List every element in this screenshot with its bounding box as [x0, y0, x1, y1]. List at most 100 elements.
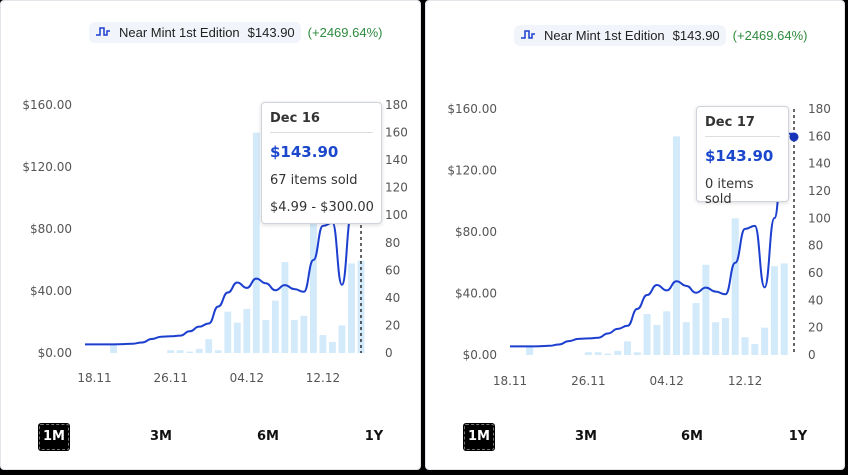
volume-bar	[643, 314, 651, 355]
range-button-1y[interactable]: 1Y	[364, 429, 384, 444]
volume-bar	[195, 348, 203, 353]
y-left-tick-label: $0.00	[38, 346, 72, 360]
volume-bar	[290, 319, 298, 353]
volume-bar	[741, 337, 749, 355]
y-left-tick-label: $40.00	[30, 284, 72, 298]
y-left-tick-label: $80.00	[455, 225, 497, 239]
tooltip-price-range: $4.99 - $300.00	[270, 200, 374, 215]
volume-bar	[584, 352, 592, 355]
volume-bar	[281, 262, 289, 353]
chart-tooltip: Dec 17 $143.90 0 items sold	[696, 106, 789, 207]
legend-change: (+2469.64%)	[732, 27, 808, 43]
volume-bar	[233, 322, 241, 353]
range-button-1m[interactable]: 1M	[38, 423, 70, 451]
x-tick-label: 04.12	[650, 374, 684, 388]
legend-pill[interactable]: Near Mint 1st Edition $143.90	[514, 24, 726, 46]
volume-bar	[721, 318, 729, 355]
volume-bar	[712, 322, 720, 355]
x-tick-label: 26.11	[153, 371, 187, 385]
volume-bar	[780, 263, 788, 355]
y-right-tick-label: 60	[385, 263, 400, 277]
chart-tooltip: Dec 16 $143.90 67 items sold $4.99 - $30…	[261, 102, 382, 224]
volume-bar	[672, 136, 681, 355]
y-right-tick-label: 180	[385, 98, 408, 112]
chart-panel-right: Near Mint 1st Edition $143.90 (+2469.64%…	[425, 0, 845, 470]
y-right-tick-label: 140	[808, 157, 831, 171]
y-right-tick-label: 60	[808, 266, 823, 280]
y-right-tick-label: 20	[385, 318, 400, 332]
legend-label: Near Mint 1st Edition	[119, 24, 240, 40]
x-tick-label: 12.12	[306, 371, 340, 385]
volume-bar	[526, 345, 534, 355]
y-left-tick-label: $160.00	[447, 102, 497, 116]
volume-bar	[702, 264, 710, 355]
volume-bar	[663, 311, 671, 355]
volume-bar	[653, 324, 661, 355]
x-tick-label: 18.11	[77, 371, 111, 385]
volume-bar	[770, 266, 778, 355]
y-right-tick-label: 160	[385, 126, 408, 140]
range-button-1m[interactable]: 1M	[463, 423, 495, 451]
series-legend[interactable]: Near Mint 1st Edition $143.90 (+2469.64%…	[89, 20, 382, 44]
y-right-tick-label: 100	[385, 208, 408, 222]
tooltip-items-sold: 0 items sold	[705, 177, 754, 207]
volume-bar	[329, 341, 336, 353]
range-button-1y[interactable]: 1Y	[788, 429, 808, 444]
price-volume-chart[interactable]: $0.00 $40.00 $80.00 $120.00 $160.00 0 20 40 60 80…	[1, 1, 421, 421]
volume-bar	[214, 350, 222, 353]
range-button-3m[interactable]: 3M	[150, 429, 172, 444]
time-range-selector: 1M 3M 6M 1Y	[1, 421, 420, 453]
legend-label: Near Mint 1st Edition	[544, 27, 665, 43]
volume-bar	[682, 322, 690, 355]
volume-bar	[205, 339, 213, 353]
y-right-tick-label: 0	[808, 348, 816, 362]
y-right-tick-label: 40	[808, 293, 823, 307]
volume-bar	[300, 315, 308, 353]
y-left-tick-label: $40.00	[455, 287, 497, 301]
volume-bar	[761, 327, 769, 355]
y-right-tick-label: 80	[808, 239, 823, 253]
legend-change: (+2469.64%)	[307, 24, 383, 40]
y-right-tick-label: 100	[808, 211, 831, 225]
y-right-tick-label: 80	[385, 236, 400, 250]
step-line-icon	[521, 30, 535, 39]
volume-bar	[176, 350, 184, 353]
volume-bar	[110, 343, 117, 353]
chart-panel-left: Near Mint 1st Edition $143.90 (+2469.64%…	[0, 0, 421, 470]
range-button-3m[interactable]: 3M	[575, 429, 597, 444]
volume-bar	[731, 218, 739, 355]
tooltip-items-sold: 67 items sold	[270, 173, 358, 188]
step-line-icon	[96, 27, 110, 36]
y-right-tick-label: 40	[385, 291, 400, 305]
volume-bar	[252, 132, 260, 353]
x-tick-label: 18.11	[493, 374, 527, 388]
range-button-6m[interactable]: 6M	[257, 429, 279, 444]
legend-pill[interactable]: Near Mint 1st Edition $143.90	[89, 21, 301, 43]
legend-price: $143.90	[247, 24, 295, 40]
range-button-6m[interactable]: 6M	[681, 429, 703, 444]
series-legend[interactable]: Near Mint 1st Edition $143.90 (+2469.64%…	[514, 23, 807, 47]
price-line	[510, 132, 794, 348]
price-line	[84, 128, 362, 346]
volume-bar	[271, 300, 279, 353]
volume-bar	[319, 335, 327, 353]
volume-bar	[348, 263, 355, 353]
volume-bar	[594, 352, 602, 355]
volume-bar	[309, 215, 317, 353]
y-left-tick-label: $0.00	[463, 348, 497, 362]
volume-bar	[357, 260, 365, 353]
x-tick-label: 12.12	[728, 374, 762, 388]
y-left-tick-label: $120.00	[447, 164, 497, 178]
volume-bar	[751, 344, 759, 355]
price-volume-chart[interactable]: $0.00 $40.00 $80.00 $120.00 $160.00 0 20 40 60 80…	[426, 1, 845, 421]
volume-bar	[338, 325, 346, 353]
volume-bar	[692, 303, 700, 355]
tooltip-price: $143.90	[705, 147, 774, 165]
y-right-tick-label: 20	[808, 321, 823, 335]
legend-price: $143.90	[672, 27, 720, 43]
volume-bar	[224, 311, 232, 353]
volume-bar	[262, 319, 270, 353]
volume-bar	[623, 341, 632, 355]
volume-bar	[614, 350, 622, 355]
volume-bar	[186, 351, 194, 353]
